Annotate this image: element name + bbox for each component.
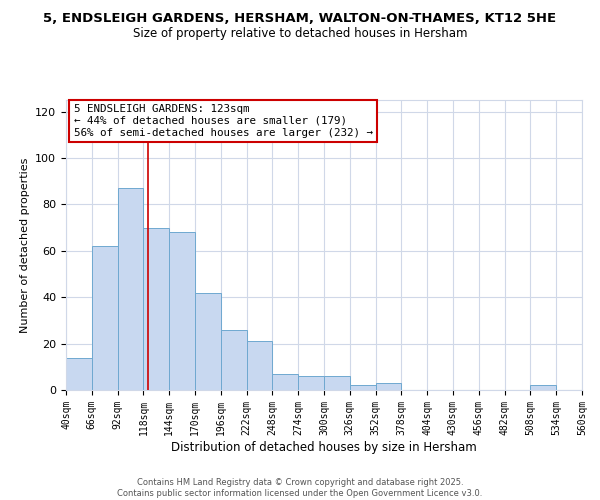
Bar [350, 386, 376, 390]
Bar [169, 232, 195, 390]
Bar [298, 376, 324, 390]
Text: 5, ENDSLEIGH GARDENS, HERSHAM, WALTON-ON-THAMES, KT12 5HE: 5, ENDSLEIGH GARDENS, HERSHAM, WALTON-ON… [43, 12, 557, 26]
Text: Contains HM Land Registry data © Crown copyright and database right 2025.
Contai: Contains HM Land Registry data © Crown c… [118, 478, 482, 498]
Bar [272, 374, 298, 390]
Text: 5 ENDSLEIGH GARDENS: 123sqm
← 44% of detached houses are smaller (179)
56% of se: 5 ENDSLEIGH GARDENS: 123sqm ← 44% of det… [74, 104, 373, 138]
Bar [66, 358, 92, 390]
Bar [324, 376, 350, 390]
X-axis label: Distribution of detached houses by size in Hersham: Distribution of detached houses by size … [171, 440, 477, 454]
Bar [92, 246, 118, 390]
Bar [221, 330, 247, 390]
Bar [118, 188, 143, 390]
Bar [247, 342, 272, 390]
Bar [530, 386, 556, 390]
Y-axis label: Number of detached properties: Number of detached properties [20, 158, 29, 332]
Bar [195, 292, 221, 390]
Bar [143, 228, 169, 390]
Text: Size of property relative to detached houses in Hersham: Size of property relative to detached ho… [133, 28, 467, 40]
Bar [376, 383, 401, 390]
